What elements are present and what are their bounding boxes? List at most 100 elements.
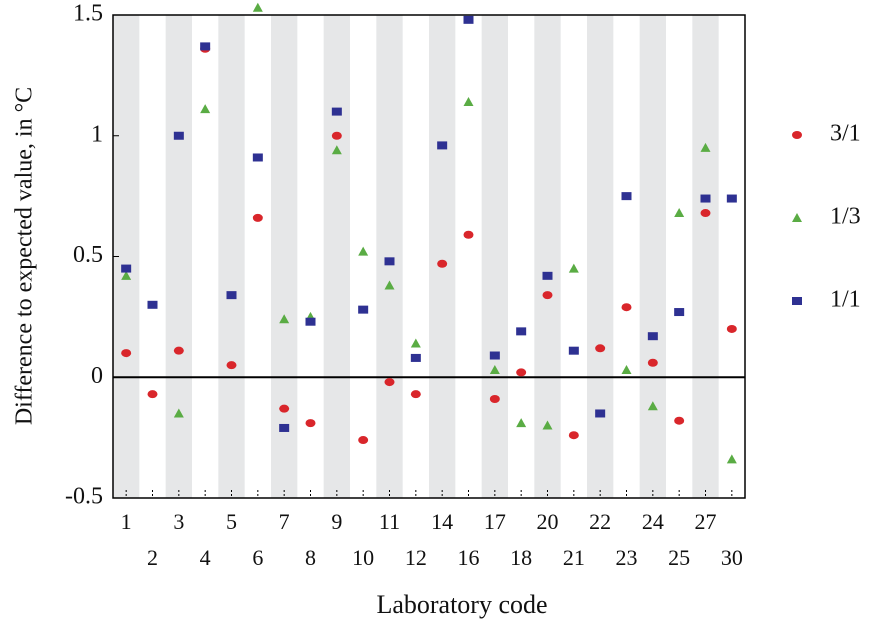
band — [165, 15, 192, 498]
point — [568, 431, 579, 440]
bands — [113, 15, 719, 498]
point — [568, 263, 579, 273]
band — [692, 15, 719, 498]
x-tick-label: 6 — [252, 545, 263, 570]
band — [534, 15, 561, 498]
point — [358, 246, 369, 256]
band — [639, 15, 666, 498]
band — [323, 15, 350, 498]
x-axis-label: Laboratory code — [376, 590, 547, 619]
point — [726, 194, 737, 203]
point — [410, 353, 421, 362]
point — [226, 361, 237, 370]
y-tick-label: 0.5 — [73, 242, 103, 268]
point — [489, 351, 500, 360]
point — [305, 419, 316, 428]
x-tick-label: 3 — [173, 509, 184, 534]
point — [384, 280, 395, 290]
x-tick-label: 1 — [121, 509, 132, 534]
x-tick-label: 22 — [589, 509, 611, 534]
point — [121, 264, 132, 273]
point — [147, 300, 158, 309]
point — [516, 368, 527, 377]
x-tick-label: 23 — [616, 545, 638, 570]
point — [595, 344, 606, 353]
legend-marker — [792, 213, 802, 222]
x-tick-label: 11 — [379, 509, 400, 534]
point — [358, 436, 369, 445]
point — [410, 338, 421, 348]
point — [331, 131, 342, 140]
legend-label: 1/1 — [830, 287, 861, 313]
point — [226, 291, 237, 300]
point — [542, 271, 553, 280]
y-axis-label: Difference to expected value, in °C — [12, 87, 38, 425]
band — [587, 15, 614, 498]
point — [647, 332, 658, 341]
point — [279, 423, 290, 432]
x-tick-label: 18 — [510, 545, 532, 570]
x-tick-label: 24 — [642, 509, 664, 534]
point — [121, 349, 132, 358]
point — [279, 314, 290, 324]
legend-label: 1/3 — [830, 204, 861, 230]
point — [463, 230, 474, 239]
point — [647, 358, 658, 367]
point — [331, 145, 342, 155]
x-tick-label: 30 — [721, 545, 743, 570]
point — [358, 305, 369, 314]
point — [621, 303, 632, 312]
point — [384, 257, 395, 266]
point — [121, 270, 132, 280]
point — [173, 408, 184, 418]
point — [437, 141, 448, 150]
x-tick-label: 4 — [200, 545, 211, 570]
point — [305, 317, 316, 326]
band — [429, 15, 456, 498]
band — [271, 15, 298, 498]
x-tick-label: 12 — [405, 545, 427, 570]
x-tick-label: 25 — [668, 545, 690, 570]
point — [516, 327, 527, 336]
point — [726, 324, 737, 333]
x-tick-label: 20 — [537, 509, 559, 534]
point — [279, 404, 290, 413]
point — [489, 394, 500, 403]
legend-marker — [792, 131, 802, 139]
point — [647, 401, 658, 411]
point — [674, 208, 685, 218]
point — [200, 42, 211, 51]
y-tick-label: 1.5 — [73, 1, 103, 27]
point — [252, 2, 263, 12]
point — [173, 131, 184, 140]
x-tick-label: 5 — [226, 509, 237, 534]
point — [542, 291, 553, 300]
x-tick-label: 8 — [305, 545, 316, 570]
point — [252, 213, 263, 222]
legend-marker — [792, 297, 802, 305]
x-tick-label: 9 — [331, 509, 342, 534]
point — [542, 420, 553, 430]
point — [252, 153, 263, 162]
point — [200, 104, 211, 114]
point — [410, 390, 421, 399]
point — [700, 209, 711, 218]
x-tick-label: 10 — [352, 545, 374, 570]
band — [218, 15, 245, 498]
point — [700, 142, 711, 152]
point — [384, 378, 395, 387]
y-tick-label: 0 — [91, 363, 103, 389]
point — [463, 15, 474, 24]
x-tick-label: 2 — [147, 545, 158, 570]
point — [437, 259, 448, 268]
point — [489, 365, 500, 375]
x-tick-label: 27 — [695, 509, 717, 534]
x-tick-label: 21 — [563, 545, 585, 570]
point — [516, 418, 527, 428]
x-tick-label: 14 — [431, 509, 453, 534]
band — [481, 15, 508, 498]
point — [147, 390, 158, 399]
x-tick-label: 17 — [484, 509, 506, 534]
band — [376, 15, 403, 498]
